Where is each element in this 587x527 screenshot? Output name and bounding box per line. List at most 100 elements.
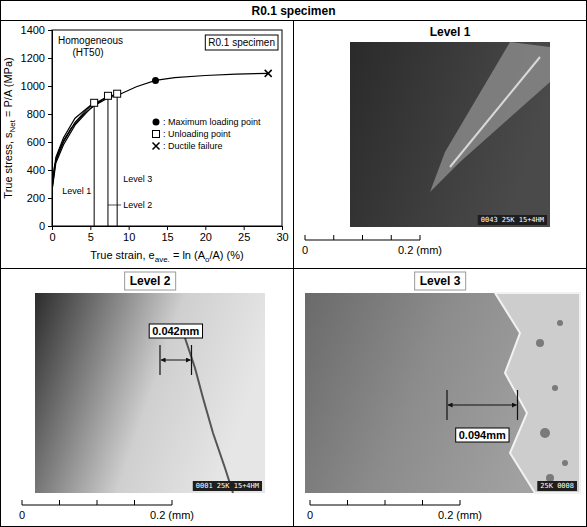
tick-label: 1000 xyxy=(21,80,45,92)
axis-line xyxy=(53,227,283,231)
scale-tick xyxy=(347,500,348,505)
micrograph xyxy=(35,293,265,493)
measurement-label: 0.094mm xyxy=(459,429,506,441)
crack-surface xyxy=(430,42,550,192)
panel-title: Level 1 xyxy=(430,25,471,39)
tick: 30 xyxy=(276,226,288,243)
legend-label: : Unloading point xyxy=(163,129,231,139)
plot-frame xyxy=(52,30,282,226)
tick-label: 800 xyxy=(27,108,45,120)
tick-mark xyxy=(48,142,52,143)
tick-mark xyxy=(48,198,52,199)
y-axis-title: True stress, sNet = P/A (MPa) xyxy=(2,57,17,198)
label-part: = ln (A xyxy=(170,249,206,261)
marker xyxy=(104,92,111,99)
tick-mark xyxy=(167,226,168,230)
scale-tick xyxy=(59,500,60,505)
annotation-box xyxy=(205,35,278,50)
tick-mark xyxy=(90,226,91,230)
annotation: R0.1 specimen xyxy=(208,37,275,48)
curve xyxy=(52,73,268,188)
caption-strip xyxy=(478,215,547,225)
dimension-arrow xyxy=(161,360,191,361)
legend-marker xyxy=(153,143,160,150)
x-axis: 0 5 10 15 20 25 30 xyxy=(49,226,288,243)
panel-title: Level 3 xyxy=(420,274,461,288)
label-part: /A) (%) xyxy=(209,249,243,261)
panel: 0043 25K 15+4HMLevel 100.2 (mm) xyxy=(302,25,550,256)
dimple xyxy=(536,339,544,347)
label-part: Net xyxy=(8,119,17,132)
series-label: Level 2 xyxy=(123,200,152,210)
measurement-label: 0.042mm xyxy=(152,325,199,337)
scale-tick xyxy=(172,500,173,505)
tick-label: 5 xyxy=(88,231,94,243)
dimple xyxy=(562,460,568,466)
micrograph xyxy=(305,293,580,493)
dimple xyxy=(540,428,550,438)
tick-mark xyxy=(48,58,52,59)
figure: R0.1 specimen051015202530020040060080010… xyxy=(0,0,587,527)
x-axis-title: True strain, eave. = ln (Ao/A) (%) xyxy=(90,249,243,264)
tick-label: 15 xyxy=(161,231,173,243)
tick: 10 xyxy=(123,226,135,243)
tick-mark xyxy=(244,226,245,230)
tick: 20 xyxy=(200,226,212,243)
tick: 600 xyxy=(27,136,52,148)
scale-label: 0 xyxy=(307,509,313,521)
tick: 200 xyxy=(27,192,52,204)
dimple xyxy=(557,320,563,326)
scale-label: 0.2 (mm) xyxy=(438,509,482,521)
scale-tick xyxy=(305,235,306,240)
curve xyxy=(52,96,108,191)
dimension-line xyxy=(446,390,447,420)
tick-mark xyxy=(48,86,52,87)
scale-label: 0.2 (mm) xyxy=(398,244,442,256)
leader-line xyxy=(108,205,121,206)
tick: 15 xyxy=(161,226,173,243)
tick: 5 xyxy=(88,226,94,243)
measurement-box xyxy=(456,428,509,442)
tick: 1200 xyxy=(21,52,52,64)
crack-edge xyxy=(450,57,540,167)
scale-tick xyxy=(422,500,423,505)
unloading-line xyxy=(117,94,118,226)
tick-label: 0 xyxy=(39,220,45,232)
tick-label: 25 xyxy=(238,231,250,243)
marker xyxy=(114,90,121,97)
caption-strip xyxy=(537,481,577,491)
dimple xyxy=(546,474,554,482)
frame-line xyxy=(293,20,294,527)
scale-label: 0.2 (mm) xyxy=(150,509,194,521)
legend-label: : Ductile failure xyxy=(163,141,223,151)
plot-marks xyxy=(52,70,272,226)
scale-tick xyxy=(420,235,421,240)
dimension-line xyxy=(159,345,160,375)
figure-title: R0.1 specimen xyxy=(251,4,335,18)
tick-mark xyxy=(48,170,52,171)
curve xyxy=(52,94,117,187)
tick-label: 30 xyxy=(276,231,288,243)
legend-marker xyxy=(153,119,160,126)
y-axis: 0200400600800100012001400 xyxy=(21,24,53,232)
outer-frame xyxy=(1,1,587,527)
tick: 1000 xyxy=(21,80,52,92)
tick-label: 0 xyxy=(49,231,55,243)
label-part: ave. xyxy=(155,255,170,264)
tick: 25 xyxy=(238,226,250,243)
scale-tick xyxy=(134,500,135,505)
plot-labels: Level 1Level 2Level 3Homogeneous(HT50)R0… xyxy=(58,35,278,210)
micrograph xyxy=(350,42,550,227)
label-part: True stress, s xyxy=(2,132,14,199)
legend-marker xyxy=(153,131,160,138)
dimension-line xyxy=(191,345,192,375)
scale-label: 0 xyxy=(19,509,25,521)
legend-label: : Maximum loading point xyxy=(163,117,261,127)
tick: 0 xyxy=(39,220,52,232)
curve xyxy=(52,103,94,190)
marker xyxy=(152,77,159,84)
dimension-arrow xyxy=(448,405,517,406)
tick-mark xyxy=(48,30,52,31)
legend: : Maximum loading point : Unloading point… xyxy=(153,117,262,151)
tick: 0 xyxy=(49,226,55,243)
